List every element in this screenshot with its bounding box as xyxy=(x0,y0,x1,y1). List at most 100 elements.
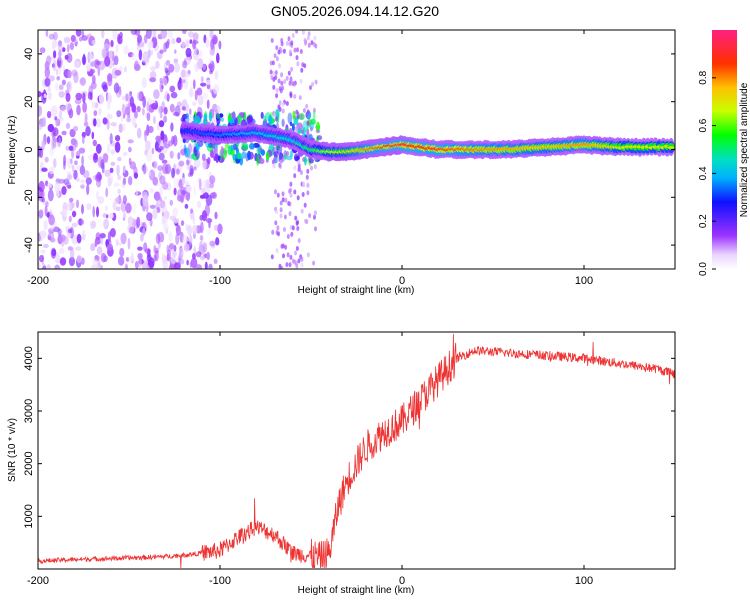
spectrogram-cell xyxy=(279,88,283,94)
spectrogram-cell xyxy=(206,99,210,109)
spectrogram-cell xyxy=(285,101,289,106)
spectrogram-cell xyxy=(307,31,311,37)
spectrogram-cell xyxy=(293,47,297,53)
spectrogram-cell xyxy=(287,36,291,42)
spectrogram-cell xyxy=(216,113,221,119)
spectrogram-cell xyxy=(91,131,95,140)
spectrogram-cell xyxy=(271,60,275,66)
spectrogram-cell xyxy=(208,263,213,269)
spectrogram-cell xyxy=(171,249,177,259)
spectrogram-cell xyxy=(296,226,300,231)
spectrogram-cell xyxy=(169,103,175,113)
spectrogram-cell xyxy=(308,213,312,219)
spectrogram-cell xyxy=(146,124,150,136)
snr-series-line xyxy=(37,333,676,569)
colorbar-tick-label: 0.2 xyxy=(698,214,709,228)
spectrogram-cell xyxy=(119,247,125,257)
spectrogram-cell xyxy=(123,45,129,55)
spectrogram-cell xyxy=(163,77,168,86)
spectrogram-cell xyxy=(86,203,92,211)
spectrogram-cell xyxy=(162,181,169,190)
spectrogram-cell xyxy=(282,48,286,54)
spectrogram-cell xyxy=(129,161,136,170)
spectrogram-cell xyxy=(310,40,314,46)
spectrogram-cell xyxy=(131,52,138,61)
spectrogram-cell xyxy=(98,107,102,116)
spectrogram-cell xyxy=(55,137,60,143)
figure-title: GN05.2026.094.14.12.G20 xyxy=(271,3,439,19)
spectrogram-cell xyxy=(115,135,121,142)
spectrogram-cell xyxy=(212,83,220,95)
spectrogram-cell xyxy=(152,30,157,38)
spectrogram-cell xyxy=(59,105,66,113)
spectrogram-cell xyxy=(151,147,155,155)
spectrogram-cell xyxy=(76,150,81,156)
spectrogram-cell xyxy=(132,202,137,215)
spectrogram-cell xyxy=(162,224,170,231)
spectrogram-cell xyxy=(69,197,74,203)
spectrogram-cell xyxy=(53,158,57,169)
spectrogram-cell xyxy=(158,152,165,161)
spectrogram-cell xyxy=(146,101,150,112)
spectrogram-cell xyxy=(172,111,180,117)
spectrogram-cell xyxy=(216,52,220,64)
colorbar-label: Normalized spectral amplitude xyxy=(739,82,750,217)
spectrogram-cell xyxy=(295,55,299,61)
spectrogram-cell xyxy=(103,43,110,50)
spectrogram-cell xyxy=(85,177,92,185)
spectrogram-cell xyxy=(306,129,310,135)
spectrogram-cell xyxy=(92,175,97,180)
spectrogram-cell xyxy=(277,104,281,110)
spectrogram-cell xyxy=(76,255,83,264)
spectrogram-cell xyxy=(117,35,123,45)
spectrogram-cell xyxy=(169,243,175,250)
spectrogram-cell xyxy=(301,129,304,135)
spectrogram-cell xyxy=(197,94,204,106)
spectrogram-cell xyxy=(300,262,304,268)
spectrogram-cell xyxy=(79,165,86,176)
spectrogram-cell xyxy=(291,81,295,87)
spectrogram-cell xyxy=(297,159,301,165)
spectrogram-cell xyxy=(186,112,193,123)
spectrogram-cell xyxy=(204,261,208,269)
spectrogram-cell xyxy=(142,107,145,116)
spectrogram-cell xyxy=(175,224,181,236)
spectrogram-cell xyxy=(265,151,270,161)
spectrogram-cell xyxy=(155,60,160,69)
spectrogram-x-tick-label: 0 xyxy=(399,275,405,287)
spectrogram-cell xyxy=(131,116,136,127)
spectrogram-cell xyxy=(299,170,303,175)
spectrogram-cell xyxy=(302,108,306,113)
spectrogram-cell xyxy=(110,161,116,166)
spectrogram-cell xyxy=(207,227,212,235)
spectrogram-x-tick-label: -100 xyxy=(209,275,231,287)
spectrogram-cell xyxy=(73,169,78,180)
spectrogram-cell xyxy=(175,233,180,245)
spectrogram-cell xyxy=(134,261,139,269)
spectrogram-cell xyxy=(50,105,58,117)
spectrogram-cell xyxy=(81,204,84,215)
spectrogram-cell xyxy=(209,175,216,184)
spectrogram-cell xyxy=(58,178,65,184)
spectrogram-cell xyxy=(117,188,121,195)
spectrogram-blobs xyxy=(38,30,675,269)
spectrogram-cell xyxy=(52,140,57,149)
spectrogram-cell xyxy=(81,257,85,265)
spectrogram-cell xyxy=(152,161,158,169)
spectrogram-cell xyxy=(202,63,206,71)
spectrogram-cell xyxy=(55,252,60,264)
spectrogram-cell xyxy=(65,145,70,151)
spectrogram-cell xyxy=(98,173,103,181)
spectrogram-cell xyxy=(146,212,153,222)
spectrogram-cell xyxy=(299,78,303,84)
spectrogram-cell xyxy=(305,112,309,118)
spectrogram-cell xyxy=(137,34,142,43)
spectrogram-cell xyxy=(303,63,307,69)
spectrogram-cell xyxy=(99,93,105,105)
spectrogram-cell xyxy=(215,105,221,113)
spectrogram-cell xyxy=(241,142,249,151)
spectrogram-cell xyxy=(96,206,99,218)
spectrogram-cell xyxy=(136,91,143,101)
spectrogram-cell xyxy=(167,30,173,39)
snr-frame xyxy=(37,331,676,570)
